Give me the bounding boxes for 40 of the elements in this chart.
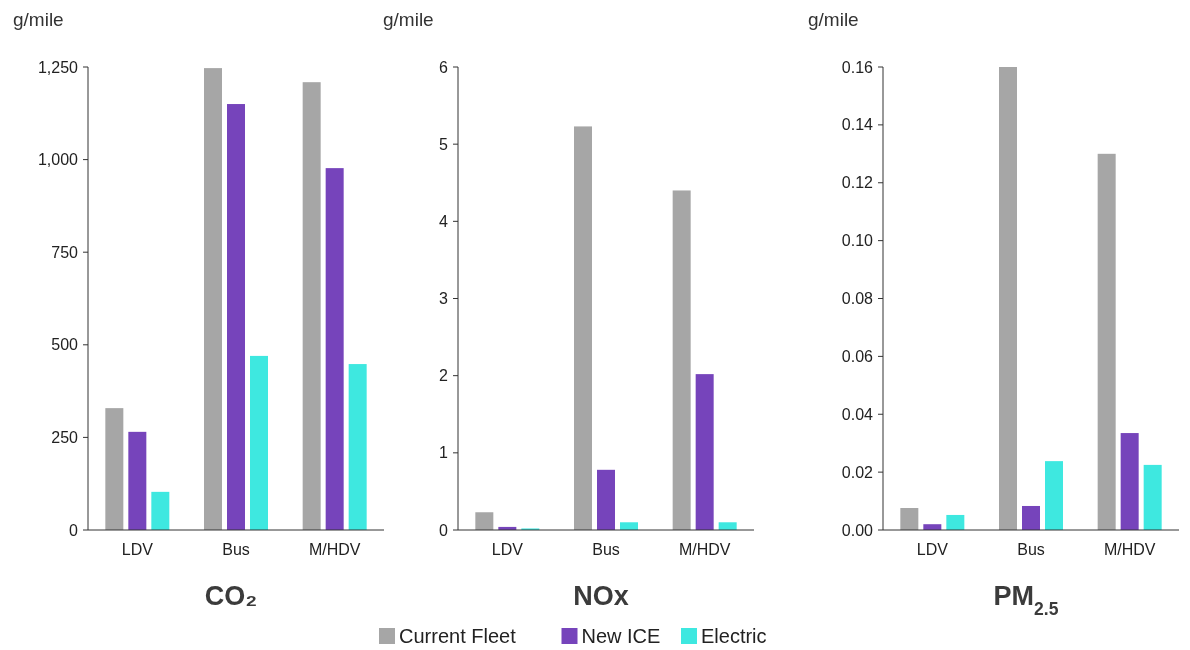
x-tick-label: M/HDV	[1103, 541, 1156, 558]
y-tick-label: 4	[439, 212, 449, 230]
legend-label: Electric	[701, 625, 767, 647]
y-tick-label: 500	[51, 336, 79, 354]
y-tick-label: 0.14	[841, 116, 874, 134]
y-tick-label: 0	[69, 521, 79, 539]
x-tick-label: Bus	[222, 541, 250, 558]
x-tick-label: LDV	[916, 541, 949, 558]
text: PM$_{2.5}$	[993, 581, 1059, 619]
x-tick-label: M/HDV	[308, 541, 361, 558]
y-axis-title: g/mile	[808, 9, 859, 30]
x-tick-label: LDV	[121, 541, 154, 558]
y-tick-label: 0.00	[841, 521, 874, 539]
y-axis-title: g/mile	[13, 9, 64, 30]
text: CO₂	[204, 581, 258, 611]
legend-label: New ICE	[581, 625, 661, 647]
y-tick-label: 0.16	[841, 58, 874, 76]
y-tick-label: 0	[439, 521, 449, 539]
x-tick-label: Bus	[592, 541, 620, 558]
y-tick-label: 250	[51, 429, 79, 446]
y-tick-label: 5	[439, 135, 449, 153]
x-tick-label: Bus	[1017, 541, 1045, 558]
y-axis-title: g/mile	[383, 9, 434, 30]
y-tick-label: 0.12	[841, 174, 874, 192]
y-tick-label: 1,250	[37, 58, 79, 76]
y-tick-label: 0.08	[841, 290, 874, 308]
y-tick-label: 2	[439, 367, 449, 385]
legend-label: Current Fleet	[399, 625, 517, 647]
y-tick-label: 750	[51, 243, 79, 261]
text: NOx	[573, 581, 629, 611]
y-tick-label: 0.02	[841, 463, 874, 481]
y-tick-label: 6	[439, 58, 449, 76]
y-tick-label: 1	[439, 444, 449, 462]
y-tick-label: 0.06	[841, 347, 874, 365]
y-tick-label: 1,000	[37, 151, 79, 169]
y-tick-label: 0.10	[841, 232, 874, 250]
x-tick-label: M/HDV	[678, 541, 731, 558]
y-tick-label: 0.04	[841, 405, 874, 423]
y-tick-label: 3	[439, 290, 449, 308]
x-tick-label: LDV	[491, 541, 524, 558]
